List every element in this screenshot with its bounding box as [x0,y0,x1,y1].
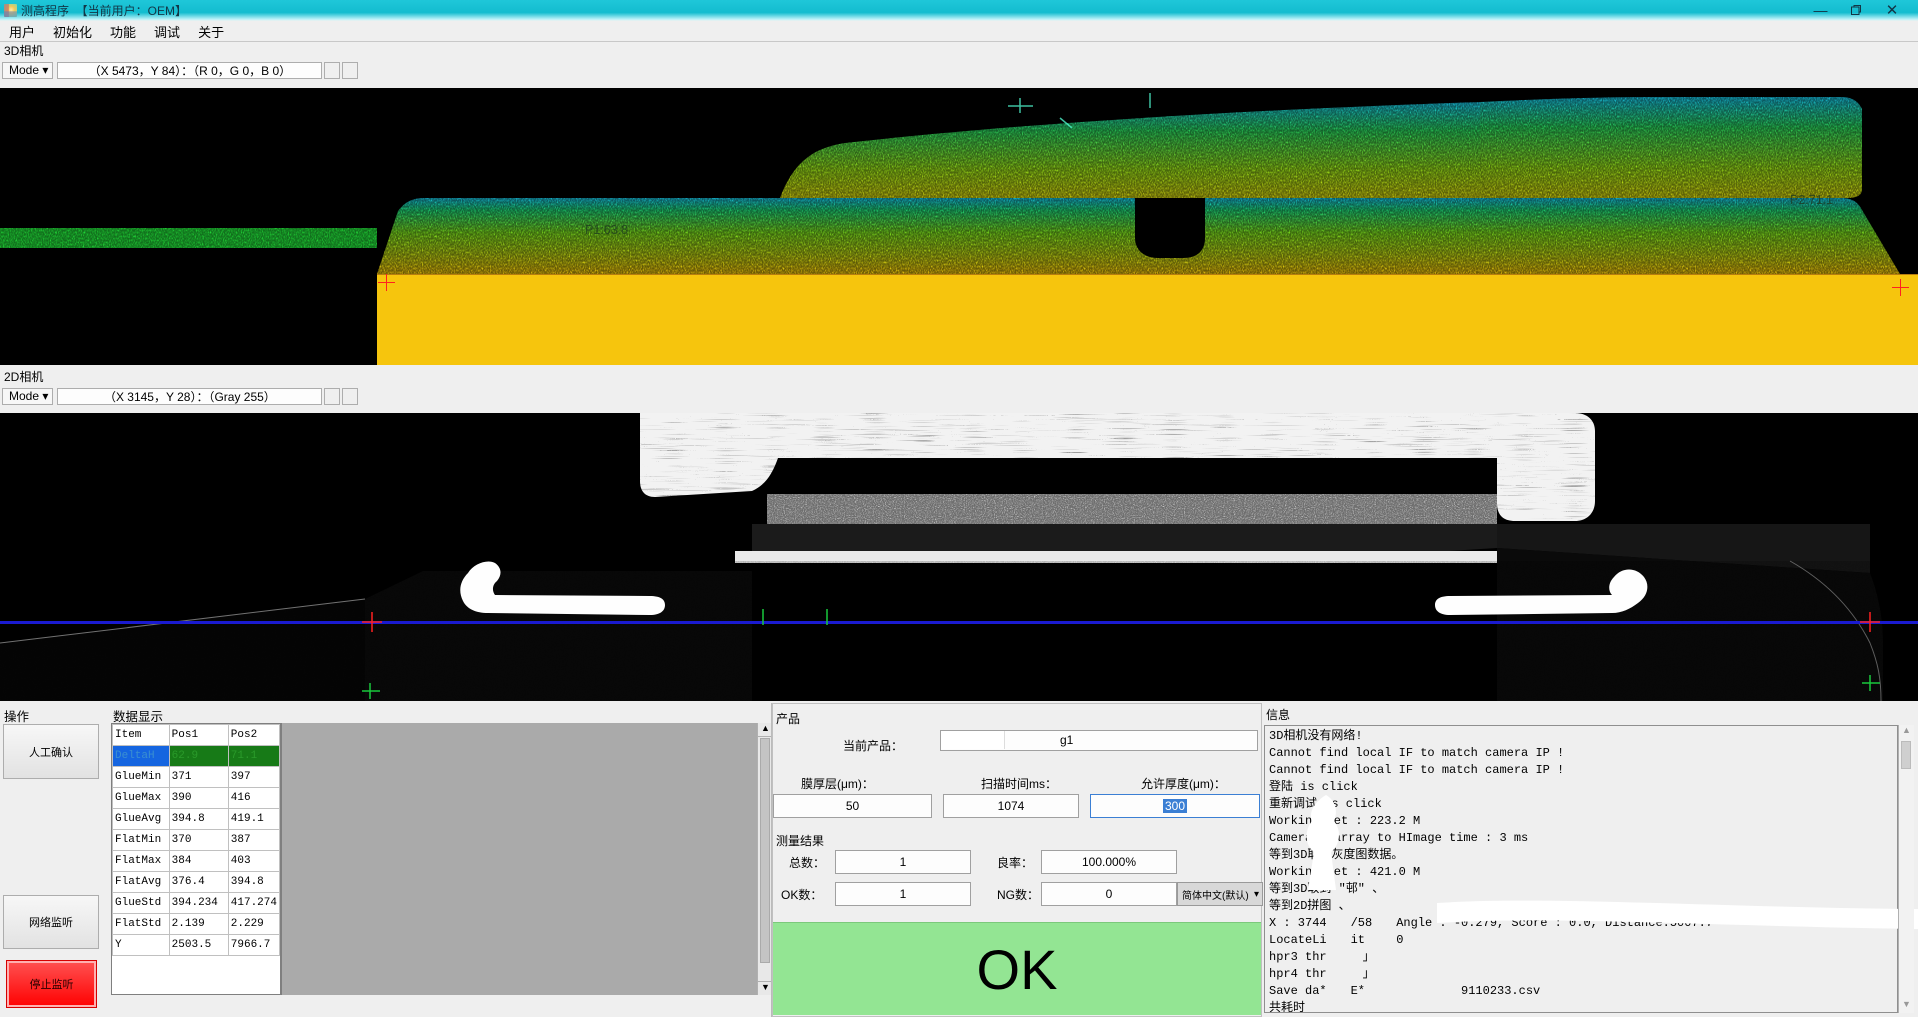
svg-text:P1:63.8: P1:63.8 [585,223,628,237]
svg-text:P2:71.1: P2:71.1 [1790,193,1833,207]
